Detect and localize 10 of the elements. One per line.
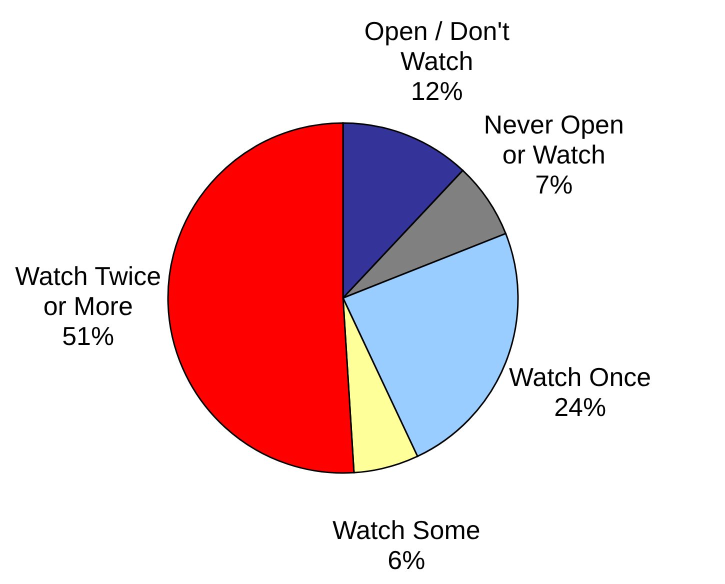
data-label: 6%: [388, 544, 426, 575]
slice-label: Never Open or Watch: [484, 110, 624, 170]
data-label: 51%: [62, 321, 114, 352]
data-label: 7%: [535, 170, 573, 200]
data-label: 24%: [554, 392, 606, 422]
slice-label: Watch Twice or More: [15, 261, 162, 322]
slice-label: Watch Once: [509, 362, 652, 392]
slice-label: Open / Don't Watch: [364, 16, 510, 76]
data-label: 12%: [410, 76, 463, 106]
slice-label: Watch Some: [332, 514, 480, 545]
